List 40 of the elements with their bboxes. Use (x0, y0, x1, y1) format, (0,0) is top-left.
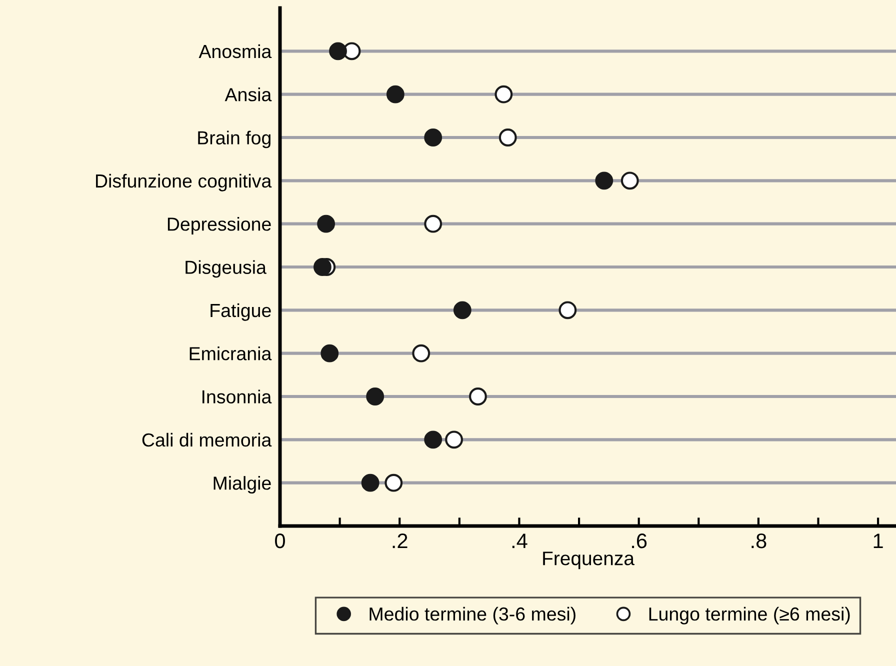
point (320, 344, 339, 362)
point (424, 128, 442, 146)
point (384, 474, 403, 492)
point (468, 388, 487, 406)
point (412, 344, 430, 362)
y-tick-label: Cali di memoria (142, 432, 272, 447)
x-tick-label: .2 (392, 533, 408, 548)
x-tick-label: .4 (512, 534, 528, 548)
x-axis-title: Frequenza (543, 552, 634, 570)
point (453, 301, 472, 320)
x-tick-label: .6 (632, 533, 647, 548)
x-tick-label: .8 (752, 533, 766, 548)
y-tick-label: Emicrania (190, 346, 272, 360)
y-tick-label: Depressione (168, 217, 271, 235)
y-tick-label: Brain fog (198, 130, 270, 148)
point (424, 214, 442, 233)
legend-label: Medio termine (3-6 mesi) (370, 606, 576, 624)
x-tick-label: 1 (874, 534, 883, 548)
point (595, 172, 614, 190)
point (498, 128, 517, 146)
point (361, 474, 380, 492)
y-tick-label: Anosmia (198, 44, 272, 58)
point (386, 85, 404, 104)
y-tick-label: Disgeusia (186, 260, 266, 278)
legend-label: Lungo termine (≥6 mesi) (649, 606, 850, 624)
point (558, 301, 577, 320)
point (494, 85, 513, 104)
x-tick-label: 0 (275, 533, 285, 548)
point (317, 214, 336, 233)
point (620, 172, 639, 190)
point (329, 42, 347, 60)
y-tick-label: Fatigue (210, 303, 271, 321)
y-tick-label: Insonnia (202, 390, 272, 404)
y-tick-label: Ansia (224, 88, 272, 102)
point (366, 388, 384, 406)
point (314, 258, 332, 276)
y-tick-label: Disfunzione cognitiva (96, 174, 272, 192)
point (445, 430, 463, 449)
y-tick-label: Mialgie (214, 476, 271, 494)
point (424, 430, 442, 449)
